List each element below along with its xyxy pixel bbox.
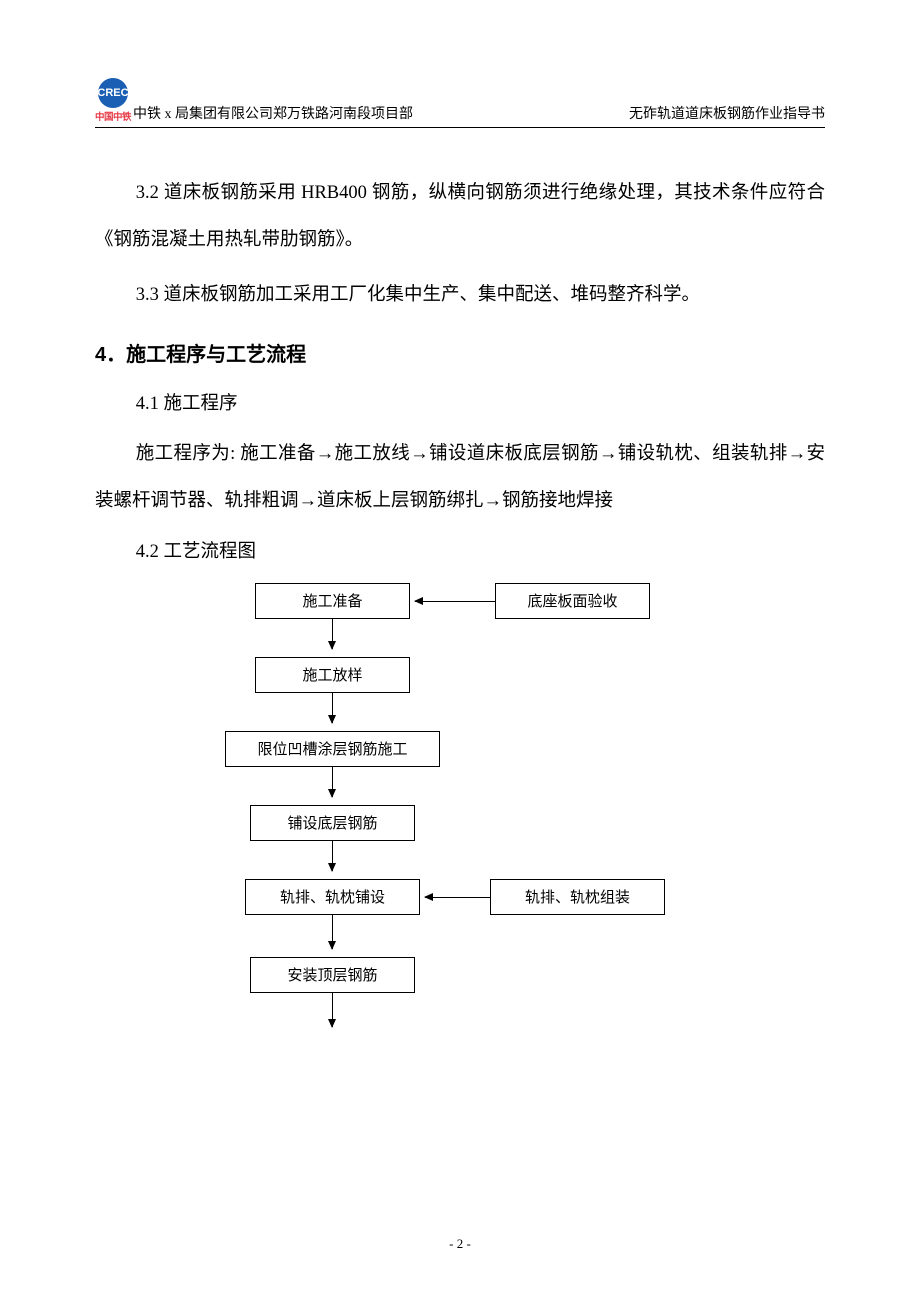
flow-arrow-down-5	[332, 993, 333, 1027]
flow-arrow-down-2	[332, 767, 333, 797]
flow-arrow-down-4	[332, 915, 333, 949]
subsection-heading-4-2: 4.2 工艺流程图	[95, 537, 825, 563]
flow-node-n2: 施工放样	[255, 657, 410, 693]
process-flowchart: 施工准备 底座板面验收施工放样限位凹槽涂层钢筋施工铺设底层钢筋轨排、轨枕铺设 轨排、…	[190, 583, 730, 1083]
header-title-right: 无砟轨道道床板钢筋作业指导书	[629, 103, 825, 123]
page-number: - 2 -	[0, 1236, 920, 1252]
subsection-heading-4-1: 4.1 施工程序	[95, 389, 825, 415]
header-title-left: 中铁 x 局集团有限公司郑万铁路河南段项目部	[133, 103, 413, 123]
flow-arrow-left-0	[415, 601, 495, 602]
flow-arrow-left-1	[425, 897, 490, 898]
flow-node-n6: 安装顶层钢筋	[250, 957, 415, 993]
flow-node-n3: 限位凹槽涂层钢筋施工	[225, 731, 440, 767]
flow-node-s2: 轨排、轨枕组装	[490, 879, 665, 915]
page-header: CREC 中国中铁 中铁 x 局集团有限公司郑万铁路河南段项目部 无砟轨道道床板…	[95, 78, 825, 128]
flow-arrow-down-0	[332, 619, 333, 649]
flow-arrow-down-1	[332, 693, 333, 723]
logo: CREC 中国中铁	[95, 78, 131, 123]
logo-icon: CREC	[98, 78, 128, 108]
section-heading-4: 4．施工程序与工艺流程	[95, 338, 825, 367]
logo-label: 中国中铁	[95, 109, 131, 123]
flow-node-s1: 底座板面验收	[495, 583, 650, 619]
flow-arrow-down-3	[332, 841, 333, 871]
paragraph-3-2: 3.2 道床板钢筋采用 HRB400 钢筋，纵横向钢筋须进行绝缘处理，其技术条件…	[95, 170, 825, 264]
flow-node-n5: 轨排、轨枕铺设	[245, 879, 420, 915]
paragraph-4-1-body: 施工程序为: 施工准备→施工放线→铺设道床板底层钢筋→铺设轨枕、组装轨排→安装螺…	[95, 431, 825, 525]
paragraph-3-3: 3.3 道床板钢筋加工采用工厂化集中生产、集中配送、堆码整齐科学。	[95, 272, 825, 319]
flow-node-n4: 铺设底层钢筋	[250, 805, 415, 841]
header-left: CREC 中国中铁 中铁 x 局集团有限公司郑万铁路河南段项目部	[95, 78, 413, 123]
flow-node-n1: 施工准备	[255, 583, 410, 619]
